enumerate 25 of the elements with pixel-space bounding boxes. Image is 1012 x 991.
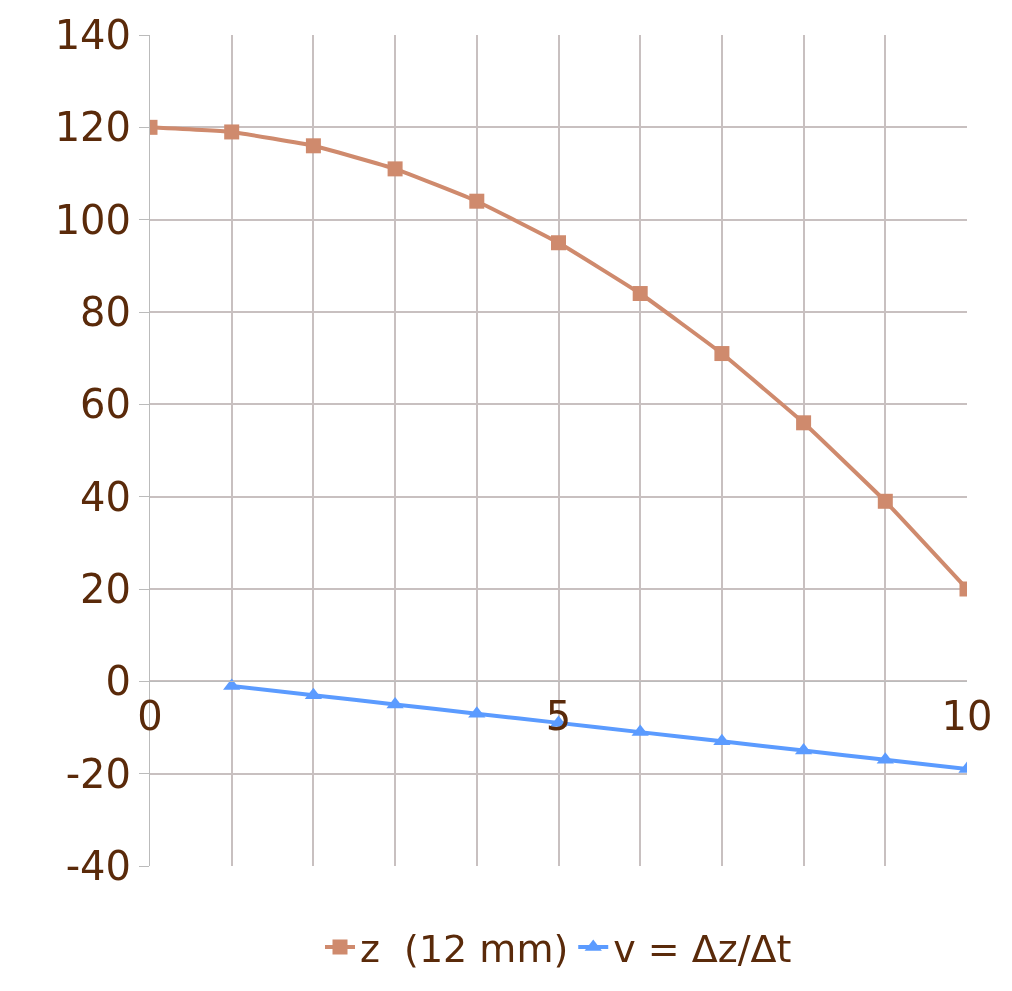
point	[714, 346, 730, 362]
point	[469, 193, 485, 209]
y-tick-label: -40	[65, 843, 131, 889]
y-tick-label: 20	[80, 566, 131, 612]
y-tick-label: -20	[65, 750, 131, 797]
point	[224, 124, 240, 140]
legend-label: z (12 mm)	[360, 926, 569, 971]
y-tick-label: 140	[54, 12, 131, 58]
x-tick-label: 0	[137, 693, 163, 740]
point	[387, 161, 403, 177]
y-tick-label: 120	[54, 104, 131, 151]
y-tick-label: 40	[80, 473, 131, 520]
point	[877, 493, 893, 509]
point	[632, 286, 648, 302]
legend-label: v = Δz/Δt	[613, 926, 792, 971]
y-tick-label: 80	[80, 289, 131, 335]
y-tick-label: 60	[80, 381, 131, 428]
point	[713, 733, 731, 746]
x-tick-label: 10	[941, 693, 993, 740]
point	[305, 138, 321, 154]
point	[551, 235, 566, 251]
y-tick-label: 0	[105, 658, 131, 705]
y-tick-label: 100	[54, 196, 131, 243]
point	[796, 415, 812, 431]
point	[386, 696, 404, 709]
